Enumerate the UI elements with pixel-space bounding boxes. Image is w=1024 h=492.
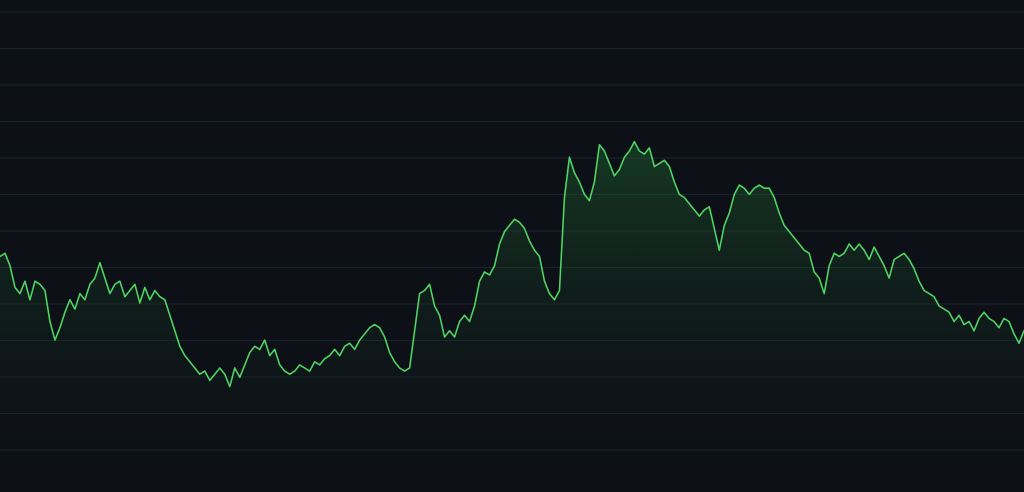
series-line <box>0 140 1024 388</box>
series-area <box>0 141 1024 492</box>
